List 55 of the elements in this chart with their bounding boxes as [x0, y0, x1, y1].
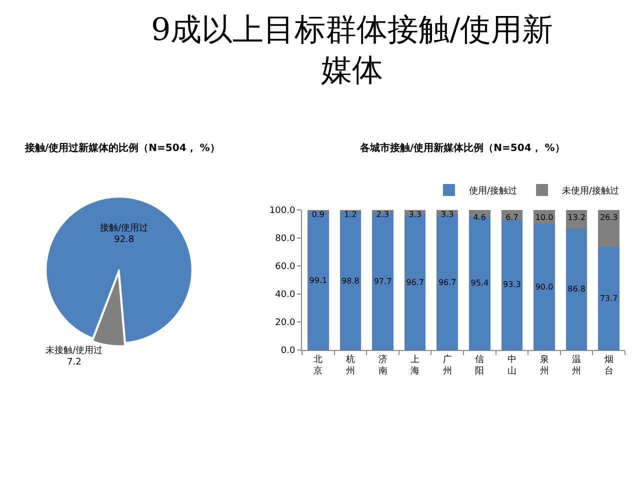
data-label: 0.9 — [312, 210, 325, 219]
data-label: 92.8 — [114, 235, 134, 246]
bar — [501, 219, 523, 350]
x-tick-label: 烟台 — [604, 354, 614, 376]
data-label: 1.2 — [344, 210, 357, 219]
data-label: 4.6 — [473, 213, 486, 222]
data-label: 3.3 — [408, 210, 422, 219]
data-label: 96.7 — [438, 278, 456, 287]
data-label: 93.3 — [503, 280, 521, 290]
bar — [468, 216, 490, 350]
y-tick-label: 80.0 — [275, 234, 296, 244]
x-tick-label: 中山 — [507, 354, 516, 376]
legend-label: 未使用/接触过 — [562, 186, 620, 197]
bar — [340, 212, 362, 350]
slice-label: 未接触/使用过 — [46, 345, 103, 356]
data-label: 97.7 — [374, 277, 392, 286]
data-label: 7.2 — [67, 358, 82, 368]
bar — [566, 228, 588, 350]
bar — [372, 213, 394, 350]
x-tick-label: 温州 — [572, 354, 582, 376]
pie-slice — [45, 196, 193, 344]
data-label: 26.3 — [600, 213, 618, 222]
slice-label: 接触/使用过 — [100, 222, 148, 234]
y-tick-label: 40.0 — [275, 290, 296, 300]
data-label: 86.8 — [568, 284, 586, 294]
data-label: 10.0 — [535, 213, 554, 222]
y-tick-label: 20.0 — [275, 318, 296, 328]
y-tick-label: 100.0 — [269, 206, 296, 216]
y-tick-label: 60.0 — [275, 262, 296, 272]
data-label: 96.7 — [406, 278, 424, 287]
data-label: 6.7 — [506, 213, 518, 222]
x-tick-label: 北京 — [314, 354, 323, 376]
x-tick-label: 泉州 — [540, 354, 549, 376]
data-label: 2.3 — [376, 210, 390, 219]
bar — [598, 246, 620, 350]
x-tick-label: 上海 — [410, 354, 420, 376]
text: 9成以上目标群体接触/使用新媒体 — [151, 12, 554, 88]
x-tick-label: 广州 — [442, 354, 452, 376]
bar — [598, 210, 620, 247]
bar — [534, 224, 555, 350]
y-tick-label: 0.0 — [280, 346, 296, 356]
data-label: 13.2 — [568, 213, 586, 222]
chart-subtitle: 接触/使用过新媒体的比例（N=504， %） — [24, 142, 220, 154]
data-label: 73.7 — [600, 294, 618, 303]
bar — [307, 211, 329, 350]
x-tick-label: 济南 — [378, 354, 388, 376]
x-tick-label: 信阳 — [475, 354, 484, 376]
data-label: 3.3 — [440, 210, 454, 219]
data-label: 98.8 — [342, 276, 360, 286]
chart-title: 各城市接触/使用新媒体比例（N=504， %） — [359, 142, 565, 154]
data-label: 99.1 — [309, 276, 328, 286]
legend-label: 使用/接触过 — [469, 186, 518, 197]
data-label: 95.4 — [470, 278, 489, 288]
data-label: 90.0 — [535, 282, 554, 292]
x-tick-label: 杭州 — [344, 354, 355, 376]
